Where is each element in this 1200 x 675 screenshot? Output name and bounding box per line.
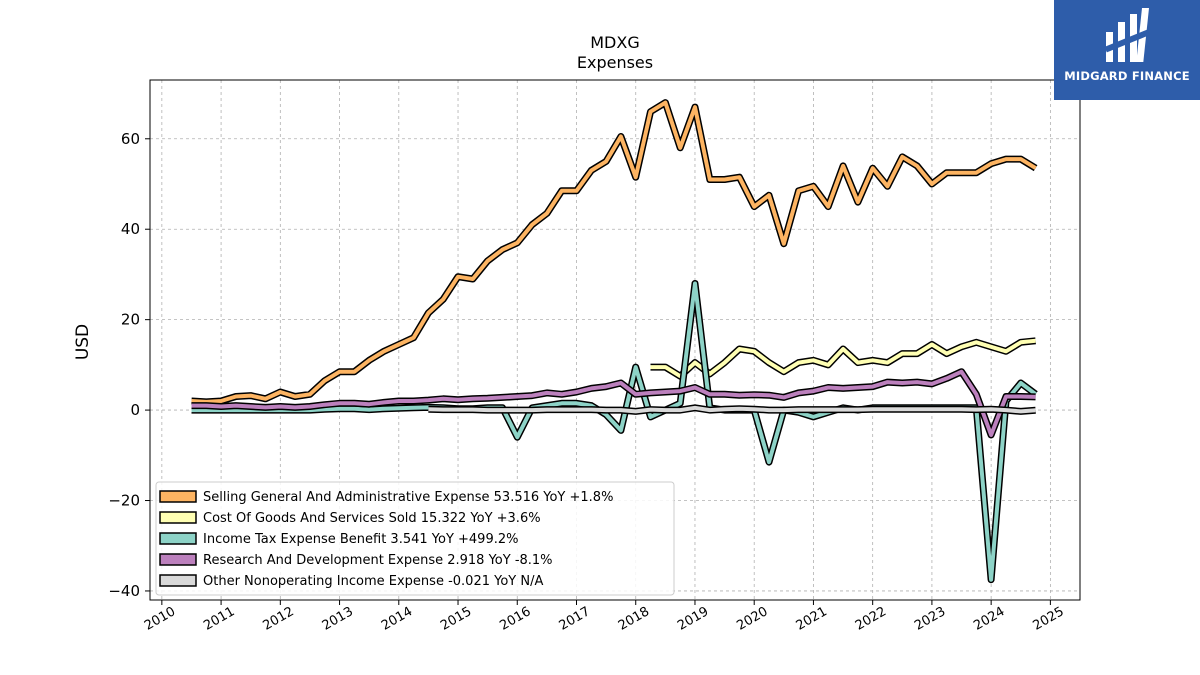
- y-tick-label: 0: [130, 401, 140, 419]
- x-tick-label: 2011: [201, 604, 237, 634]
- legend-label: Cost Of Goods And Services Sold 15.322 Y…: [203, 511, 541, 526]
- x-tick-label: 2023: [912, 604, 948, 634]
- x-tick-label: 2016: [497, 604, 533, 634]
- x-tick-label: 2024: [971, 604, 1007, 634]
- legend-box: [155, 481, 675, 596]
- chart-subtitle: Expenses: [577, 53, 653, 72]
- y-tick-label: −40: [108, 582, 140, 600]
- brand-name: MIDGARD FINANCE: [1064, 69, 1190, 83]
- legend-label: Income Tax Expense Benefit 3.541 YoY +49…: [203, 532, 518, 547]
- series-lines: [191, 99, 1038, 584]
- brand-logo: MIDGARD FINANCE: [1054, 0, 1200, 100]
- series-line-3: [191, 369, 1036, 437]
- series-line-0: [191, 100, 1037, 404]
- plot-frame: [149, 79, 1081, 601]
- y-tick-label: 60: [121, 130, 140, 148]
- legend-swatch: [159, 532, 197, 545]
- x-tick-label: 2019: [675, 604, 711, 634]
- x-tick-label: 2025: [1031, 604, 1067, 634]
- legend-swatch: [159, 511, 197, 524]
- x-tick-label: 2018: [616, 604, 652, 634]
- x-tick-label: 2014: [379, 604, 415, 634]
- series-line-1: [650, 338, 1036, 379]
- x-tick-label: 2012: [260, 604, 296, 634]
- y-tick-label: 20: [121, 311, 140, 329]
- y-tick-label: 40: [121, 220, 140, 238]
- series-line-4: [428, 405, 1036, 414]
- x-tick-label: 2017: [557, 604, 593, 634]
- x-tick-label: 2021: [794, 604, 830, 634]
- legend-label: Selling General And Administrative Expen…: [203, 490, 613, 505]
- legend: Selling General And Administrative Expen…: [155, 481, 675, 596]
- x-tick-label: 2010: [142, 604, 178, 634]
- legend-label: Other Nonoperating Income Expense -0.021…: [203, 574, 543, 589]
- x-tick-label: 2015: [438, 604, 474, 634]
- legend-label: Research And Development Expense 2.918 Y…: [203, 553, 553, 568]
- chart-title: MDXG: [590, 33, 639, 52]
- brand-mark-icon: [1104, 8, 1150, 62]
- x-tick-label: 2020: [734, 604, 770, 634]
- legend-swatch: [159, 574, 197, 587]
- x-tick-label: 2013: [320, 604, 356, 634]
- y-tick-label: −20: [108, 492, 140, 510]
- y-axis-label: USD: [73, 324, 93, 360]
- legend-swatch: [159, 490, 197, 503]
- x-tick-label: 2022: [853, 604, 889, 634]
- legend-swatch: [159, 553, 197, 566]
